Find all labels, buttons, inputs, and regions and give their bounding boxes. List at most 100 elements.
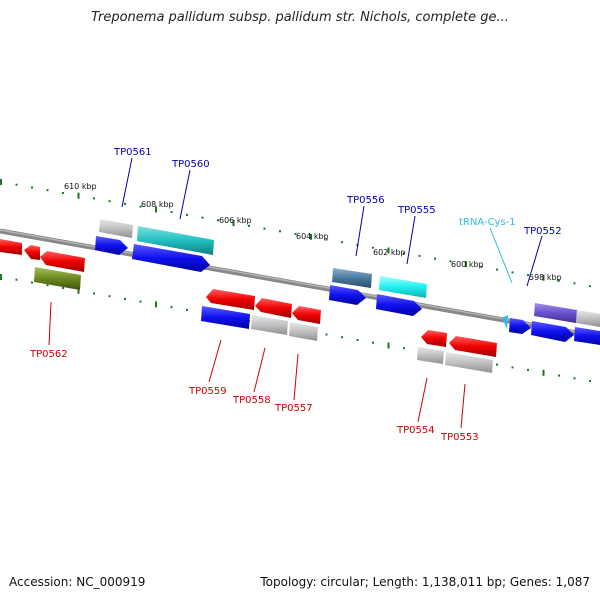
gene-label-TP0556[interactable]: TP0556 (346, 195, 385, 206)
scale-minor-tick (139, 205, 142, 208)
gene-TP0559-blue[interactable] (201, 306, 250, 329)
scale-major-tick (155, 301, 157, 308)
gene-TP0554-red[interactable] (421, 330, 447, 347)
gene-label-TP0562[interactable]: TP0562 (29, 349, 68, 360)
scale-minor-tick (170, 306, 173, 309)
gene-arrow-blue[interactable] (95, 236, 128, 255)
scale-minor-tick (356, 339, 359, 341)
scale-major-tick (77, 192, 80, 199)
scale-minor-tick (217, 219, 219, 222)
scale-major-tick (542, 274, 545, 281)
gene-label-TP0555[interactable]: TP0555 (397, 205, 436, 216)
scale-minor-tick (46, 189, 49, 192)
gene-TP0557-gray[interactable] (289, 322, 318, 341)
gene-gray-right[interactable] (576, 310, 600, 327)
gene-label-TP0553[interactable]: TP0553 (440, 432, 479, 443)
scale-major-tick (0, 274, 2, 280)
gene-label-TP0552[interactable]: TP0552 (523, 226, 562, 237)
scale-minor-tick (124, 297, 126, 300)
scale-minor-tick (186, 308, 188, 311)
scale-minor-tick (573, 377, 576, 380)
scale-minor-tick (496, 268, 498, 271)
scale-minor-tick (403, 347, 405, 350)
scale-minor-tick (46, 284, 49, 287)
gene-TP0559-red[interactable] (206, 289, 255, 310)
scale-tick-606: 606 kbp (219, 216, 252, 225)
map-title: Treponema pallidum subsp. pallidum str. … (91, 10, 509, 25)
scale-minor-tick (341, 241, 343, 244)
gene-label-TP0557[interactable]: TP0557 (274, 403, 313, 414)
gene-label-TP0554[interactable]: TP0554 (396, 425, 435, 436)
gene-TP0553-gray[interactable] (445, 352, 493, 373)
gene-tRNA-Cys-1[interactable] (502, 315, 508, 329)
scale-minor-tick (589, 380, 591, 383)
scale-major-tick (542, 369, 545, 376)
scale-dots-top (0, 179, 591, 288)
scale-major-tick (232, 220, 235, 227)
scale-minor-tick (527, 369, 529, 372)
scale-minor-tick (558, 279, 560, 282)
scale-minor-tick (403, 252, 405, 255)
scale-minor-tick (480, 265, 483, 268)
gene-TP0555-cyan[interactable] (379, 276, 427, 298)
scale-minor-tick (139, 300, 142, 303)
gene-TP0558-gray[interactable] (251, 315, 288, 335)
scale-tick-600: 600 kbp (451, 260, 484, 269)
scale-major-tick (77, 287, 80, 294)
scale-minor-tick (15, 183, 18, 186)
gene-arrow-blue[interactable] (329, 285, 366, 305)
scale-major-tick (310, 233, 312, 240)
gene-label-TP0558[interactable]: TP0558 (232, 395, 271, 406)
gene-arrow-blue[interactable] (531, 321, 574, 342)
gene-TP0554-gray[interactable] (417, 347, 444, 364)
gene-arrow-red[interactable] (292, 306, 321, 324)
scale-major-tick (387, 342, 390, 349)
gene-arrow-blue[interactable] (376, 294, 422, 316)
gene-TP0562[interactable] (34, 267, 81, 290)
scale-minor-tick (31, 186, 33, 189)
scale-minor-tick (294, 233, 297, 235)
scale-minor-tick (31, 281, 33, 284)
gene-label-tRNA-Cys-1[interactable]: tRNA-Cys-1 (459, 217, 516, 228)
gene-arrow-red[interactable] (40, 251, 85, 272)
scale-tick-604: 604 kbp (296, 232, 329, 241)
scale-minor-tick (418, 254, 421, 257)
gene-TP0556-steel[interactable] (332, 268, 372, 288)
gene-purple[interactable] (534, 303, 577, 323)
gene-arrow-red[interactable] (24, 245, 40, 260)
gene-arrow-blue[interactable] (132, 244, 210, 272)
scale-minor-tick (93, 197, 95, 200)
scale-minor-tick (186, 213, 188, 216)
scale-minor-tick (108, 295, 111, 298)
scale-tick-602: 602 kbp (373, 248, 406, 257)
scale-minor-tick (449, 260, 452, 263)
scale-minor-tick (325, 238, 328, 241)
scale-major-tick (387, 247, 390, 254)
gene-features[interactable] (0, 219, 600, 373)
gene-label-TP0559[interactable]: TP0559 (188, 386, 227, 397)
scale-minor-tick (558, 374, 560, 377)
gene-label-TP0560[interactable]: TP0560 (171, 159, 210, 170)
scale-minor-tick (170, 211, 173, 214)
gene-TP0552-blue[interactable] (509, 318, 531, 334)
scale-minor-tick (527, 274, 529, 277)
gene-TP0561-gray[interactable] (99, 219, 133, 238)
gene-arrow-red[interactable] (0, 239, 22, 255)
scale-major-tick (465, 261, 467, 268)
scale-minor-tick (62, 287, 64, 289)
scale-minor-tick (496, 363, 498, 366)
gene-arrow-blue[interactable] (574, 327, 600, 345)
scale-minor-tick (263, 227, 266, 230)
scale-minor-tick (93, 292, 95, 295)
gene-TP0560-teal[interactable] (137, 226, 214, 255)
gene-label-TP0561[interactable]: TP0561 (113, 147, 152, 158)
scale-minor-tick (511, 271, 514, 274)
gene-arrow-red[interactable] (255, 298, 292, 318)
scale-minor-tick (325, 333, 328, 336)
scale-minor-tick (201, 216, 204, 219)
scale-minor-tick (15, 278, 18, 281)
gene-TP0553-red[interactable] (449, 336, 497, 357)
scale-minor-tick (372, 246, 374, 249)
scale-minor-tick (372, 341, 374, 344)
